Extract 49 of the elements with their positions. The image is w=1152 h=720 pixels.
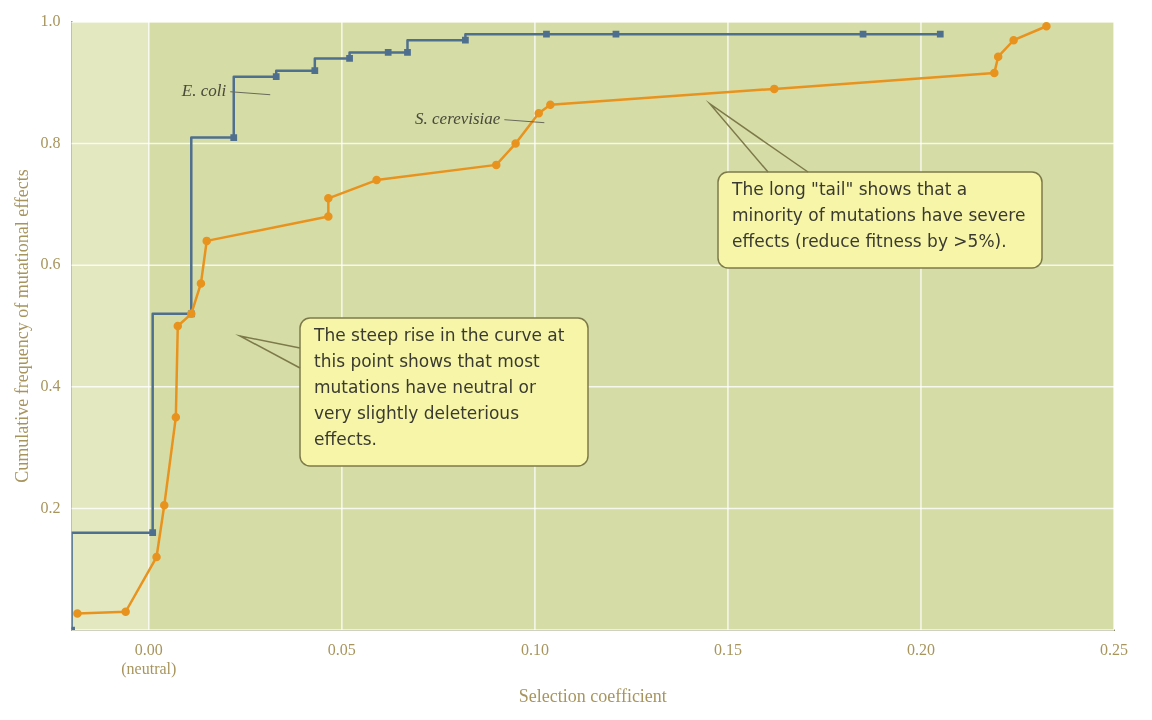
point [121, 607, 130, 617]
point [511, 139, 520, 148]
point [1009, 35, 1018, 45]
series-label: E. coli [180, 81, 227, 101]
point [202, 236, 211, 246]
point [546, 100, 555, 109]
point [990, 68, 999, 78]
x-tick-label: 0.00 (neutral) [121, 640, 177, 678]
point [770, 84, 779, 94]
point [173, 321, 183, 331]
y-axis-title: Cumulative frequency of mutational effects [11, 169, 32, 483]
annotation: The steep rise in the curve at this point shows that most mutations have neutral or very slightly deleterious effects. [313, 324, 565, 449]
point [372, 175, 381, 185]
x-tick-label: 0.10 [520, 640, 549, 658]
x-tick-label: 0.20 [906, 640, 935, 658]
point [171, 412, 181, 422]
point [73, 609, 82, 618]
point [859, 30, 867, 38]
point [492, 160, 501, 170]
point [149, 529, 157, 537]
x-axis-title: Selection coefficient [518, 685, 667, 706]
point [272, 73, 280, 81]
point [230, 134, 238, 141]
point [160, 501, 169, 510]
y-tick-label: 0.2 [40, 498, 61, 516]
point [534, 108, 543, 118]
series-label: S. cerevisiae [415, 109, 501, 129]
point [196, 279, 206, 288]
point [404, 49, 411, 56]
point [346, 55, 353, 62]
point [462, 36, 469, 44]
point [324, 194, 333, 203]
point [993, 52, 1003, 61]
point [311, 67, 319, 75]
y-tick-label: 0.6 [40, 255, 61, 273]
point [1042, 22, 1051, 31]
y-tick-label: 0.4 [40, 377, 61, 394]
x-tick-label: 0.05 [327, 640, 356, 658]
point [384, 49, 392, 56]
x-tick-label: 0.15 [713, 640, 742, 658]
y-tick-label: 0.8 [40, 133, 61, 151]
point [324, 212, 333, 221]
x-tick-label: 0.25 [1100, 640, 1128, 658]
point [612, 30, 620, 38]
point [543, 30, 550, 38]
annotation: The long "tail" shows that a minority of mutations have severe effects (reduce fitness by >5%). [731, 178, 1026, 251]
y-tick-label: 1.0 [40, 12, 61, 30]
point [936, 30, 944, 38]
point [152, 552, 161, 562]
